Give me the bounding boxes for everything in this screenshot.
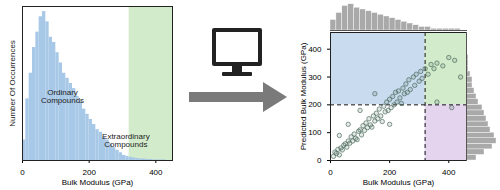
svg-text:Number Of Occurrences: Number Of Occurrences [8, 40, 17, 127]
svg-text:Predicted Bulk Modulus (GPa): Predicted Bulk Modulus (GPa) [299, 42, 308, 150]
svg-text:400: 400 [308, 45, 322, 54]
svg-text:Bulk Modulus (GPa): Bulk Modulus (GPa) [62, 178, 134, 187]
svg-text:200: 200 [82, 168, 96, 177]
svg-text:OrdinaryCompounds: OrdinaryCompounds [41, 88, 84, 105]
svg-text:Bulk Modulus (GPa): Bulk Modulus (GPa) [363, 178, 435, 187]
svg-text:0: 0 [20, 168, 25, 177]
svg-text:200: 200 [308, 100, 322, 109]
svg-text:0: 0 [328, 168, 333, 177]
svg-text:ExtraordinaryCompounds: ExtraordinaryCompounds [102, 132, 150, 149]
svg-text:400: 400 [149, 168, 163, 177]
svg-text:0: 0 [317, 156, 322, 165]
svg-text:200: 200 [383, 168, 397, 177]
svg-text:300: 300 [308, 73, 322, 82]
svg-text:400: 400 [442, 168, 456, 177]
svg-text:100: 100 [308, 128, 322, 137]
